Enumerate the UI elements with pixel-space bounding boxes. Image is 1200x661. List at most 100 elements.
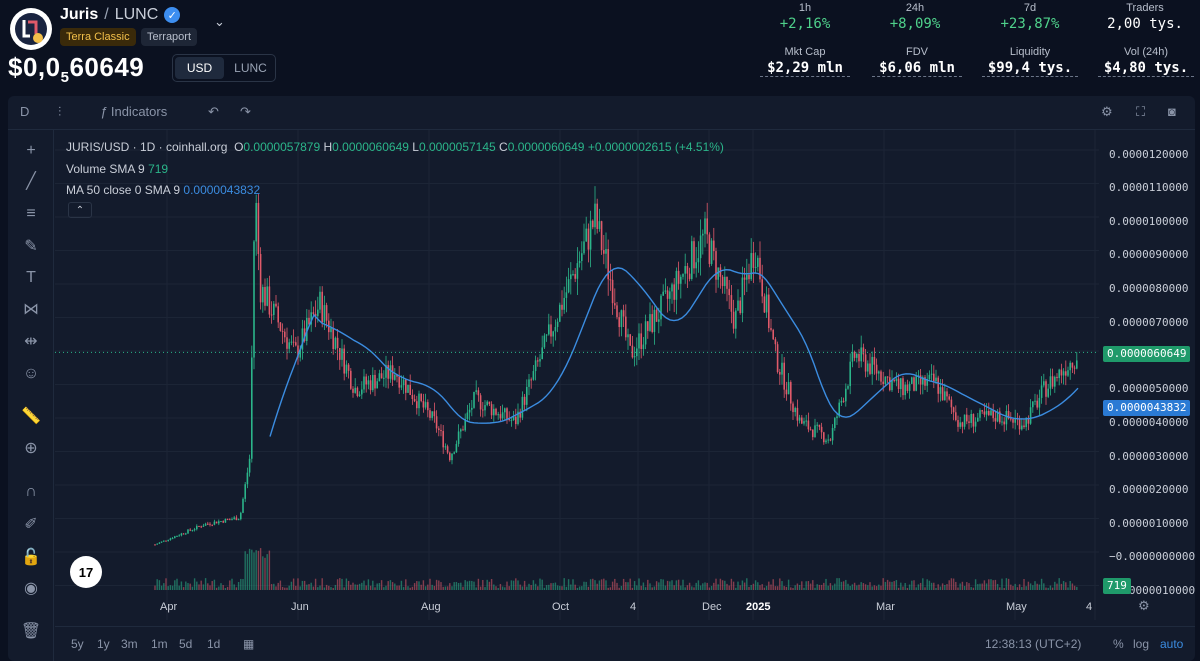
indicators-button[interactable]: ƒ Indicators bbox=[100, 104, 168, 119]
brush-icon[interactable]: ✎ bbox=[24, 238, 38, 255]
candle bbox=[543, 333, 546, 349]
range-5y[interactable]: 5y bbox=[71, 637, 84, 651]
trash-icon[interactable]: 🗑 bbox=[20, 623, 42, 640]
candle-type-icon[interactable]: ⫶ bbox=[58, 104, 62, 119]
pattern-icon[interactable]: ⋈ bbox=[23, 301, 39, 318]
volume-bar bbox=[246, 553, 249, 590]
price-axis[interactable]: 0.0000120000 0.0000110000 0.0000100000 0… bbox=[1099, 130, 1195, 620]
volume-tag: 719 bbox=[1103, 578, 1131, 594]
volume-bar bbox=[537, 586, 539, 590]
volume-bar bbox=[611, 581, 614, 590]
candle bbox=[792, 401, 794, 421]
candle bbox=[620, 309, 623, 337]
volume-bar bbox=[752, 583, 755, 590]
collapse-legend-button[interactable]: ⌃ bbox=[68, 202, 92, 218]
chevron-down-icon[interactable]: ⌄ bbox=[214, 14, 225, 29]
range-3m[interactable]: 3m bbox=[121, 637, 138, 651]
volume-bar bbox=[669, 581, 671, 590]
volume-bar bbox=[651, 587, 653, 590]
fullscreen-icon[interactable]: ⛶ bbox=[1136, 104, 1146, 119]
volume-bar bbox=[585, 581, 587, 590]
redo-icon[interactable]: ↷ bbox=[240, 104, 251, 119]
chart-toolbar: D ⫶ ƒ Indicators ↶ ↷ ⚙ ⛶ ◙ bbox=[8, 96, 1195, 130]
volume-bar bbox=[583, 581, 585, 590]
currency-lunc-button[interactable]: LUNC bbox=[234, 61, 267, 75]
trendline-icon[interactable]: ╱ bbox=[26, 173, 36, 190]
candle bbox=[1014, 409, 1016, 430]
candle bbox=[765, 286, 768, 318]
range-1d[interactable]: 1d bbox=[207, 637, 221, 651]
percent-toggle[interactable]: % bbox=[1113, 637, 1124, 651]
price-chart[interactable] bbox=[55, 130, 1099, 620]
volume-bar bbox=[1012, 586, 1014, 590]
candle bbox=[684, 253, 686, 284]
token-title[interactable]: Juris / LUNC ✓ bbox=[60, 6, 181, 24]
stat-mktcap[interactable]: Mkt Cap $2,29 mln bbox=[760, 46, 850, 77]
candle bbox=[776, 341, 779, 374]
interval-button[interactable]: D bbox=[20, 104, 30, 119]
volume-bar bbox=[794, 585, 796, 590]
volume-bar bbox=[735, 587, 737, 590]
candle bbox=[275, 295, 277, 308]
volume-bar bbox=[255, 550, 257, 590]
candle bbox=[873, 347, 876, 375]
zoom-in-icon[interactable]: ⊕ bbox=[24, 440, 38, 457]
fib-icon[interactable]: ≡ bbox=[26, 205, 36, 222]
volume-bar bbox=[618, 587, 620, 590]
volume-bar bbox=[339, 578, 341, 590]
candle bbox=[963, 414, 966, 430]
lock-drawing-icon[interactable]: ✐ bbox=[24, 516, 38, 533]
candle bbox=[207, 521, 209, 525]
calendar-icon[interactable]: ▦ bbox=[243, 637, 255, 651]
volume-bar bbox=[226, 586, 229, 590]
ruler-icon[interactable]: 📏 bbox=[21, 408, 41, 425]
volume-bar bbox=[1043, 583, 1045, 590]
text-icon[interactable]: T bbox=[26, 269, 36, 286]
candle bbox=[785, 381, 788, 401]
prediction-icon[interactable]: ⇹ bbox=[24, 333, 38, 350]
undo-icon[interactable]: ↶ bbox=[208, 104, 219, 119]
log-toggle[interactable]: log bbox=[1133, 637, 1150, 651]
verified-icon: ✓ bbox=[164, 7, 181, 23]
volume-bar bbox=[220, 583, 222, 590]
crosshair-icon[interactable]: + bbox=[26, 142, 36, 159]
currency-toggle[interactable]: USD LUNC bbox=[172, 54, 276, 82]
candle bbox=[552, 330, 554, 347]
candle bbox=[809, 426, 812, 431]
eye-icon[interactable]: ◉ bbox=[24, 580, 38, 597]
stat-fdv[interactable]: FDV $6,06 mln bbox=[872, 46, 962, 77]
axis-settings-icon[interactable]: ⚙ bbox=[1138, 598, 1150, 613]
candle bbox=[642, 337, 645, 356]
gear-icon[interactable]: ⚙ bbox=[1101, 104, 1113, 119]
currency-usd-button[interactable]: USD bbox=[175, 57, 224, 79]
magnet-icon[interactable]: ∩ bbox=[25, 483, 37, 500]
candle bbox=[411, 389, 414, 405]
range-5d[interactable]: 5d bbox=[179, 637, 193, 651]
volume-bar bbox=[402, 587, 405, 590]
volume-bar bbox=[853, 582, 856, 590]
volume-bar bbox=[325, 584, 328, 590]
volume-bar bbox=[675, 580, 678, 590]
volume-bar bbox=[996, 583, 999, 590]
x-label-oct: Oct bbox=[552, 601, 570, 613]
range-1m[interactable]: 1m bbox=[151, 637, 168, 651]
range-1y[interactable]: 1y bbox=[97, 637, 110, 651]
volume-bar bbox=[508, 586, 510, 590]
candle bbox=[774, 337, 777, 352]
auto-toggle[interactable]: auto bbox=[1160, 637, 1184, 651]
tradingview-logo[interactable]: 17 bbox=[70, 556, 102, 588]
candle bbox=[497, 411, 499, 420]
volume-bar bbox=[1032, 585, 1034, 590]
candle bbox=[735, 307, 737, 339]
candle bbox=[215, 521, 218, 524]
candle bbox=[488, 401, 491, 406]
volume-bar bbox=[647, 579, 649, 590]
emoji-icon[interactable]: ☺ bbox=[22, 365, 40, 382]
stat-volume[interactable]: Vol (24h) $4,80 tys. bbox=[1098, 46, 1194, 77]
volume-bar bbox=[633, 581, 636, 590]
stat-liquidity[interactable]: Liquidity $99,4 tys. bbox=[982, 46, 1078, 77]
volume-bar bbox=[922, 578, 924, 590]
camera-icon[interactable]: ◙ bbox=[1168, 104, 1176, 119]
lock-icon[interactable]: 🔓 bbox=[21, 549, 41, 566]
clock-display[interactable]: 12:38:13 (UTC+2) bbox=[985, 637, 1082, 651]
